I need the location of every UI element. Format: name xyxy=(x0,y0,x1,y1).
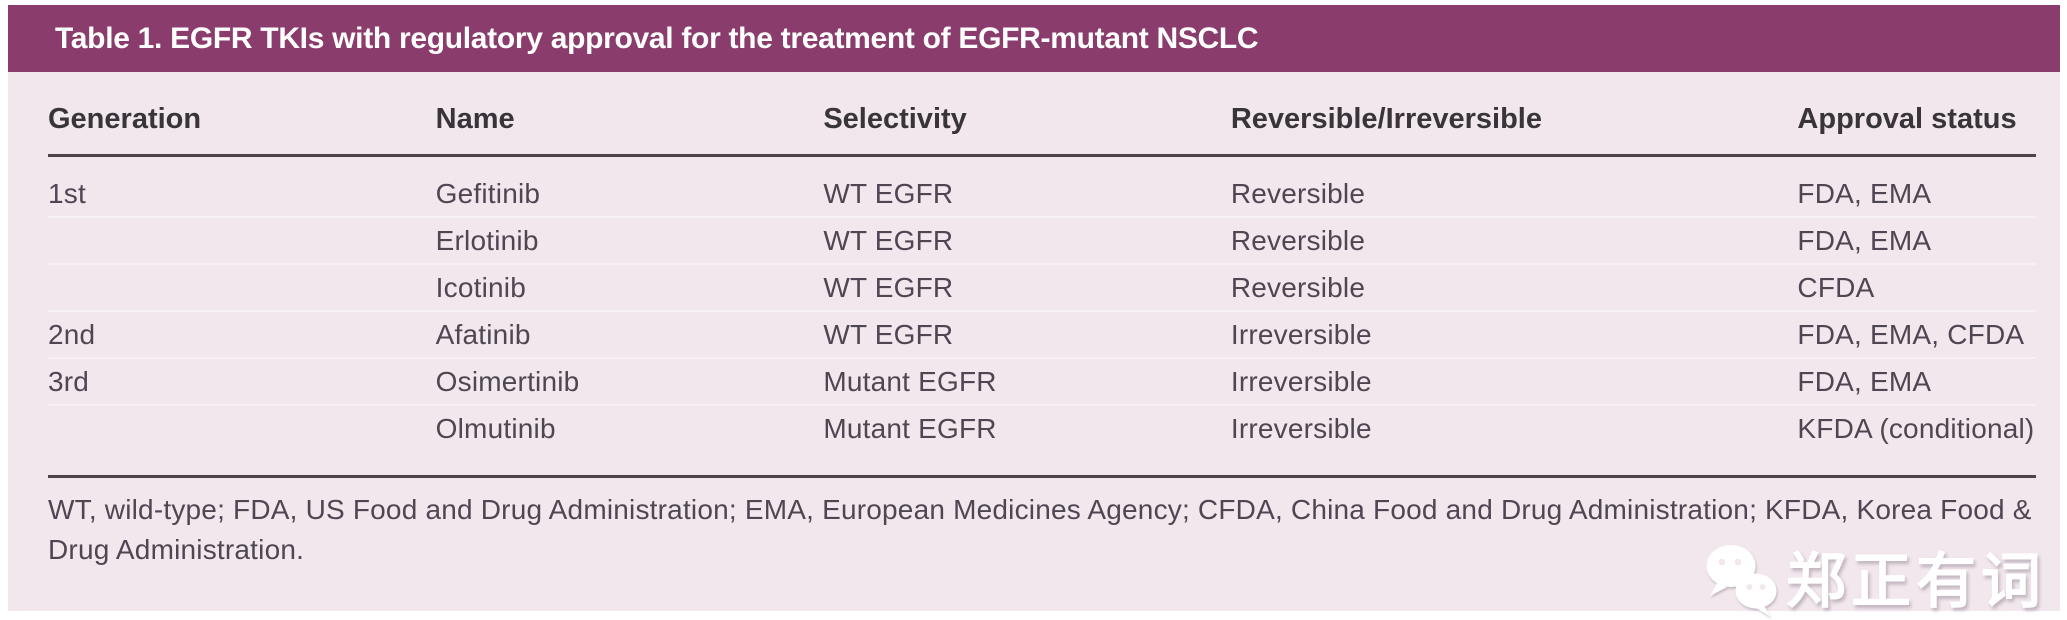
wechat-icon xyxy=(1706,545,1777,617)
table-title-bar: Table 1. EGFR TKIs with regulatory appro… xyxy=(8,5,2060,72)
header-row: Generation Name Selectivity Reversible/I… xyxy=(48,72,2036,156)
watermark-text: 郑正有词 xyxy=(1786,548,2046,615)
cell-approval: FDA, EMA xyxy=(1797,365,1932,397)
watermark: 郑正有词 xyxy=(1704,544,2046,620)
cell-name: Icotinib xyxy=(435,271,526,303)
cell-generation: 1st xyxy=(48,177,86,209)
cell-approval: KFDA (conditional) xyxy=(1797,412,2035,444)
table-title: Table 1. EGFR TKIs with regulatory appro… xyxy=(55,21,1259,55)
column-header-generation: Generation xyxy=(48,102,202,135)
table-footnote: WT, wild-type; FDA, US Food and Drug Adm… xyxy=(48,475,2036,570)
cell-selectivity: WT EGFR xyxy=(823,177,954,209)
cell-selectivity: WT EGFR xyxy=(823,271,954,303)
cell-generation xyxy=(48,405,436,451)
cell-name: Osimertinib xyxy=(435,365,580,397)
table-body: Generation Name Selectivity Reversible/I… xyxy=(8,72,2060,617)
cell-name: Olmutinib xyxy=(435,412,556,444)
cell-selectivity: WT EGFR xyxy=(823,224,954,256)
cell-approval: FDA, EMA, CFDA xyxy=(1797,318,2025,350)
cell-generation: 2nd xyxy=(48,318,96,350)
cell-reversibility: Reversible xyxy=(1230,177,1366,209)
table-row: 2nd Afatinib WT EGFR Irreversible FDA, E… xyxy=(48,311,2036,358)
cell-selectivity: WT EGFR xyxy=(823,318,954,350)
cell-generation: 3rd xyxy=(48,365,90,397)
cell-selectivity: Mutant EGFR xyxy=(823,365,997,397)
cell-reversibility: Irreversible xyxy=(1230,412,1372,444)
cell-name: Erlotinib xyxy=(435,224,539,256)
cell-name: Gefitinib xyxy=(435,177,541,209)
table-row: Icotinib WT EGFR Reversible CFDA xyxy=(48,264,2036,311)
cell-generation xyxy=(48,217,436,264)
cell-approval: CFDA xyxy=(1797,271,1875,303)
table-row: Erlotinib WT EGFR Reversible FDA, EMA xyxy=(48,217,2036,264)
column-header-reversibility: Reversible/Irreversible xyxy=(1230,102,1542,135)
cell-approval: FDA, EMA xyxy=(1797,177,1932,209)
cell-generation xyxy=(48,264,436,311)
data-table: Generation Name Selectivity Reversible/I… xyxy=(48,72,2036,451)
column-header-name: Name xyxy=(435,102,515,135)
table-row: 1st Gefitinib WT EGFR Reversible FDA, EM… xyxy=(48,156,2036,218)
column-header-approval-status: Approval status xyxy=(1797,102,2017,135)
cell-reversibility: Irreversible xyxy=(1230,365,1372,397)
cell-reversibility: Reversible xyxy=(1230,224,1366,256)
table-row: 3rd Osimertinib Mutant EGFR Irreversible… xyxy=(48,358,2036,405)
cell-approval: FDA, EMA xyxy=(1797,224,1932,256)
cell-selectivity: Mutant EGFR xyxy=(823,412,997,444)
table-row: Olmutinib Mutant EGFR Irreversible KFDA … xyxy=(48,405,2036,451)
column-header-selectivity: Selectivity xyxy=(823,102,967,135)
cell-reversibility: Reversible xyxy=(1230,271,1366,303)
table-figure: Table 1. EGFR TKIs with regulatory appro… xyxy=(8,5,2060,617)
cell-reversibility: Irreversible xyxy=(1230,318,1372,350)
cell-name: Afatinib xyxy=(435,318,531,350)
